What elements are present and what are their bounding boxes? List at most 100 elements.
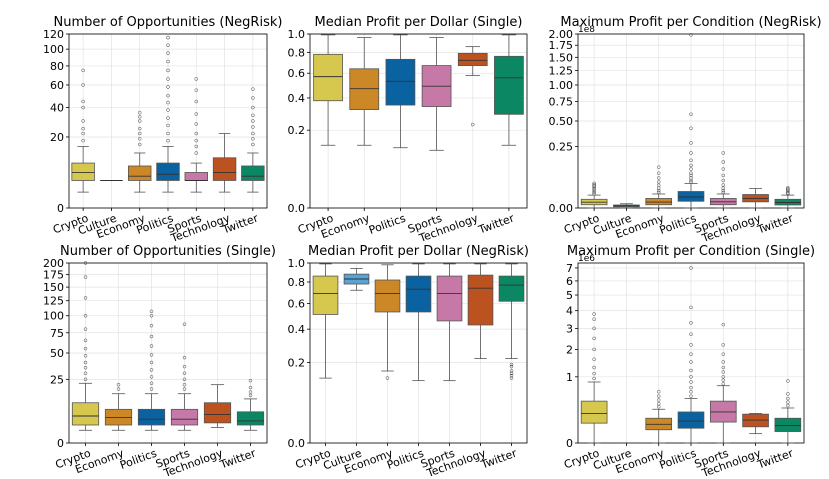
outlier-point (83, 365, 88, 370)
iqr-box (385, 58, 416, 106)
outlier-point (81, 83, 85, 87)
box-sports (184, 77, 209, 193)
outlier-point (251, 131, 255, 136)
outlier-point (83, 313, 88, 318)
x-tick-label: Politics (367, 212, 408, 237)
outlier-point (251, 105, 255, 110)
outlier-point (509, 373, 514, 378)
box-sports (709, 322, 737, 444)
iqr-box (374, 279, 401, 313)
iqr-box (312, 275, 339, 315)
outlier-point (83, 327, 88, 331)
y-tick-label: 0.75 (549, 95, 574, 108)
y-tick-label: 100 (43, 43, 64, 56)
outlier-point (721, 178, 726, 183)
outlier-point (83, 346, 88, 351)
outlier-point (166, 100, 170, 105)
outlier-point (149, 353, 154, 357)
y-tick-label: 150 (43, 281, 64, 294)
outlier-point (721, 322, 726, 327)
outlier-point (83, 353, 88, 358)
outlier-point (81, 99, 85, 104)
outlier-point (786, 392, 790, 396)
outlier-point (81, 68, 85, 73)
y-tick-label: 50 (50, 347, 64, 360)
iqr-box (241, 165, 265, 181)
outlier-point (689, 167, 693, 171)
outlier-point (509, 369, 514, 373)
outlier-point (251, 119, 255, 123)
box-crypto (71, 68, 95, 193)
outlier-point (194, 151, 199, 155)
outlier-point (471, 122, 475, 127)
iqr-box (349, 68, 380, 110)
box-crypto (580, 181, 608, 209)
outlier-point (182, 355, 187, 360)
box-twitter (494, 34, 524, 146)
outlier-point (689, 112, 693, 117)
outlier-point (149, 368, 154, 372)
box-twitter (241, 87, 265, 193)
outlier-point (166, 116, 170, 120)
box-technology (212, 133, 237, 193)
y-tick-label: 125 (43, 295, 64, 308)
outlier-point (385, 376, 390, 380)
y-tick-label: 0 (57, 437, 64, 450)
outlier-point (689, 343, 693, 347)
y-tick-label: 0.50 (549, 115, 574, 128)
outlier-point (137, 115, 142, 119)
y-tick-label: 2.00 (549, 28, 574, 41)
outlier-point (166, 68, 170, 73)
iqr-box (436, 275, 463, 322)
x-tick-label: Politics (118, 447, 159, 472)
iqr-box (645, 198, 673, 206)
chart-title: Maximum Profit per Condition (NegRisk) (560, 15, 821, 30)
y-tick-label: 0.00 (549, 202, 574, 215)
y-tick-label: 2 (566, 343, 573, 356)
outlier-point (721, 151, 726, 155)
outlier-point (166, 35, 170, 40)
outlier-point (166, 43, 170, 47)
outlier-point (721, 167, 726, 171)
outlier-point (689, 176, 693, 180)
outlier-point (689, 141, 693, 145)
box-culture (613, 203, 640, 209)
chart-title: Median Profit per Dollar (NegRisk) (308, 244, 529, 259)
outlier-point (251, 96, 255, 100)
outlier-point (248, 390, 253, 394)
outlier-point (137, 126, 142, 131)
outlier-point (182, 364, 187, 369)
y-tick-label: 1.00 (549, 79, 574, 92)
box-culture (343, 268, 370, 291)
outlier-point (509, 371, 514, 376)
outlier-point (689, 180, 693, 184)
y-tick-label: 0 (566, 437, 573, 450)
outlier-point (194, 122, 199, 126)
outlier-point (592, 365, 596, 370)
iqr-box (457, 52, 488, 66)
outlier-point (137, 110, 142, 115)
outlier-point (656, 389, 661, 394)
outlier-point (689, 389, 693, 394)
outlier-point (689, 163, 693, 168)
outlier-point (721, 360, 726, 364)
outlier-point (786, 189, 790, 194)
box-crypto (312, 263, 339, 379)
box-technology (457, 46, 488, 127)
outlier-point (721, 365, 726, 370)
outlier-point (149, 313, 154, 318)
outlier-point (81, 119, 85, 123)
y-tick-label: 20 (50, 131, 64, 144)
y-tick-label: 120 (43, 28, 64, 41)
outlier-point (83, 360, 88, 365)
outlier-point (182, 387, 187, 391)
y-tick-label: 1 (566, 371, 573, 384)
outlier-point (656, 183, 661, 188)
box-twitter (774, 186, 802, 209)
outlier-point (689, 332, 693, 337)
y-tick-label: 6 (566, 275, 573, 288)
